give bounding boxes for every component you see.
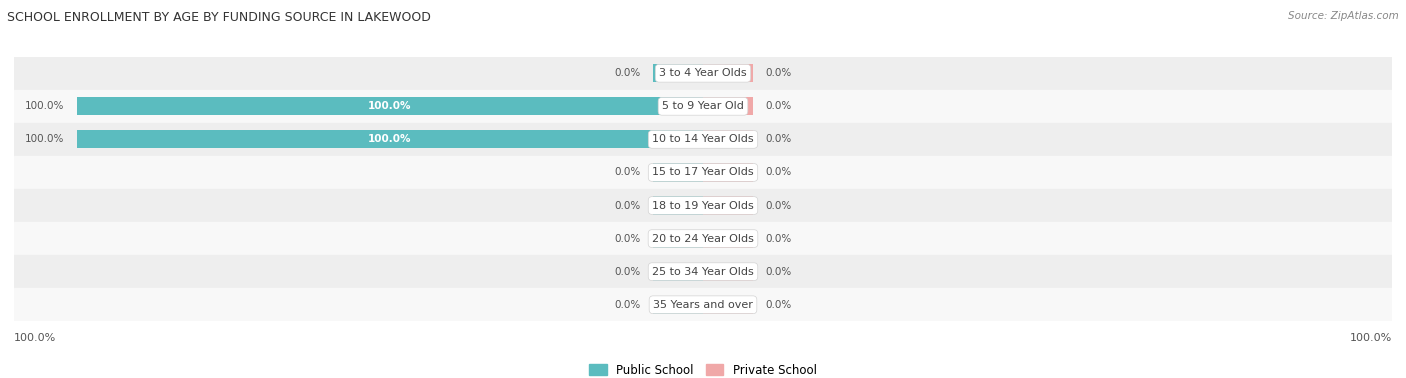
Text: 100.0%: 100.0% (25, 135, 65, 144)
Text: 0.0%: 0.0% (766, 201, 792, 211)
Text: 0.0%: 0.0% (614, 300, 640, 310)
Text: Source: ZipAtlas.com: Source: ZipAtlas.com (1288, 11, 1399, 21)
Text: 0.0%: 0.0% (614, 201, 640, 211)
Text: 100.0%: 100.0% (14, 333, 56, 343)
Bar (703, 263, 754, 281)
Bar (652, 64, 703, 82)
Bar (703, 296, 754, 314)
Text: 15 to 17 Year Olds: 15 to 17 Year Olds (652, 167, 754, 177)
Text: 0.0%: 0.0% (766, 101, 792, 111)
Legend: Public School, Private School: Public School, Private School (585, 359, 821, 378)
Text: 0.0%: 0.0% (766, 234, 792, 243)
Bar (703, 130, 754, 149)
Bar (77, 130, 703, 149)
Bar (703, 97, 754, 115)
Bar (652, 296, 703, 314)
Bar (14, 189, 1392, 222)
Text: 0.0%: 0.0% (614, 267, 640, 277)
Text: 0.0%: 0.0% (614, 234, 640, 243)
Bar (703, 163, 754, 181)
Bar (14, 288, 1392, 321)
Bar (77, 97, 703, 115)
Text: 10 to 14 Year Olds: 10 to 14 Year Olds (652, 135, 754, 144)
Text: 0.0%: 0.0% (766, 135, 792, 144)
Bar (652, 229, 703, 248)
Text: 5 to 9 Year Old: 5 to 9 Year Old (662, 101, 744, 111)
Bar (14, 57, 1392, 90)
Bar (14, 156, 1392, 189)
Text: SCHOOL ENROLLMENT BY AGE BY FUNDING SOURCE IN LAKEWOOD: SCHOOL ENROLLMENT BY AGE BY FUNDING SOUR… (7, 11, 430, 24)
Text: 35 Years and over: 35 Years and over (652, 300, 754, 310)
Bar (703, 64, 754, 82)
Text: 0.0%: 0.0% (614, 68, 640, 78)
Text: 0.0%: 0.0% (766, 267, 792, 277)
Bar (14, 255, 1392, 288)
Text: 100.0%: 100.0% (368, 101, 412, 111)
Text: 100.0%: 100.0% (368, 135, 412, 144)
Text: 20 to 24 Year Olds: 20 to 24 Year Olds (652, 234, 754, 243)
Bar (703, 229, 754, 248)
Text: 25 to 34 Year Olds: 25 to 34 Year Olds (652, 267, 754, 277)
Bar (14, 222, 1392, 255)
Text: 0.0%: 0.0% (766, 68, 792, 78)
Text: 0.0%: 0.0% (766, 300, 792, 310)
Text: 18 to 19 Year Olds: 18 to 19 Year Olds (652, 201, 754, 211)
Text: 3 to 4 Year Olds: 3 to 4 Year Olds (659, 68, 747, 78)
Text: 100.0%: 100.0% (25, 101, 65, 111)
Text: 100.0%: 100.0% (1350, 333, 1392, 343)
Bar (652, 163, 703, 181)
Bar (652, 197, 703, 215)
Bar (14, 90, 1392, 123)
Text: 0.0%: 0.0% (614, 167, 640, 177)
Bar (652, 263, 703, 281)
Bar (703, 197, 754, 215)
Text: 0.0%: 0.0% (766, 167, 792, 177)
Bar (14, 123, 1392, 156)
